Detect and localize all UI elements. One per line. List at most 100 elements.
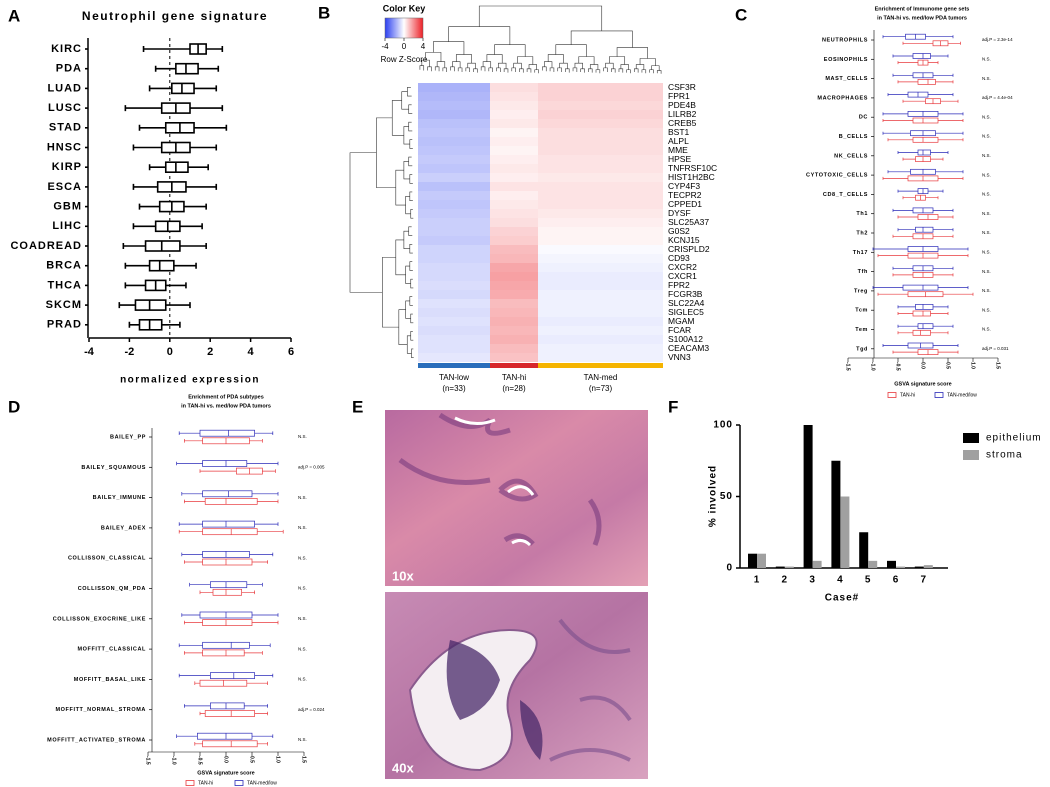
category-label: Treg: [854, 288, 868, 294]
heatmap-cell: [418, 209, 490, 218]
whisker-high: [933, 208, 954, 212]
chart-title: Neutrophil gene signature: [82, 9, 268, 23]
whisker-low: [132, 223, 156, 230]
box: [204, 710, 255, 717]
whisker-low: [128, 321, 140, 328]
x-tick-label: 6: [893, 575, 900, 586]
heatmap-cell: [490, 353, 538, 362]
heatmap-cell: [418, 191, 490, 200]
panel-label: F: [668, 397, 678, 416]
whisker-low: [124, 262, 150, 269]
whisker-low: [184, 620, 203, 625]
whisker-low: [138, 124, 166, 131]
heatmap-cell: [490, 227, 538, 236]
heatmap-cell: [418, 344, 490, 353]
box: [912, 136, 939, 143]
row-label: MGAM: [668, 316, 694, 326]
whisker-low: [897, 151, 918, 154]
whisker-high: [928, 61, 939, 65]
whisker-low: [132, 144, 162, 151]
row-label: LILRB2: [668, 109, 697, 119]
heatmap-cell: [418, 335, 490, 344]
bar: [896, 566, 905, 568]
whisker-high: [241, 590, 255, 595]
category-label: STAD: [49, 122, 82, 134]
box: [202, 558, 253, 566]
heatmap-cell: [418, 254, 490, 263]
whisker-high: [249, 439, 263, 443]
box: [202, 460, 248, 467]
colorbar-tick-label: 0: [402, 42, 407, 51]
row-label: SIGLEC5: [668, 307, 704, 317]
category-label: COLLISSON_EXOCRINE_LIKE: [53, 616, 146, 622]
category-label: CYTOTOXIC_CELLS: [806, 173, 868, 179]
whisker-low: [194, 681, 200, 685]
row-label: PDE4B: [668, 100, 696, 110]
whisker-low: [199, 469, 237, 473]
heatmap-cell: [418, 137, 490, 146]
x-tick-label: 4: [248, 346, 255, 358]
heatmap-cell: [490, 101, 538, 110]
x-tick-label: -1.0: [870, 362, 876, 371]
annotation: adj.P = 0.005: [298, 464, 325, 469]
whisker-high: [252, 734, 274, 738]
box: [202, 649, 245, 657]
annotation: N.S.: [298, 646, 307, 651]
bar: [923, 565, 933, 568]
box: [917, 323, 934, 330]
box: [204, 498, 258, 505]
heatmap-cell: [538, 290, 663, 299]
row-label: SLC25A37: [668, 217, 709, 227]
category-label: LUSC: [48, 102, 82, 114]
whisker-low: [897, 215, 918, 219]
whisker-high: [938, 215, 954, 219]
row-label: FPR2: [668, 280, 690, 290]
annotation: N.S.: [298, 737, 307, 742]
category-label: Tfh: [858, 269, 868, 275]
bar: [868, 560, 878, 568]
panel-label: C: [735, 5, 747, 24]
heatmap-cell: [490, 335, 538, 344]
whisker-high: [935, 80, 954, 84]
row-label: HPSE: [668, 154, 691, 164]
whisker-low: [897, 305, 916, 309]
x-tick-label: 7: [921, 575, 928, 586]
whisker-high: [246, 681, 268, 685]
category-label: NK_CELLS: [834, 153, 868, 159]
colorbar: [384, 17, 424, 39]
annotation: adj.P = 0.024: [298, 707, 325, 712]
heatmap-cell: [538, 155, 663, 164]
whisker-low: [181, 613, 200, 617]
row-label: S100A12: [668, 334, 703, 344]
whisker-low: [142, 46, 190, 52]
whisker-low: [138, 203, 160, 210]
whisker-low: [892, 54, 913, 58]
heatmap-cell: [538, 272, 663, 281]
category-label: Tem: [855, 327, 868, 333]
category-label: MOFFITT_NORMAL_STROMA: [55, 707, 146, 713]
whisker-low: [902, 41, 933, 45]
whisker-low: [178, 673, 211, 678]
heatmap-cell: [538, 119, 663, 128]
annotation: N.S.: [982, 114, 991, 119]
row-label: VNN3: [668, 352, 691, 362]
whisker-low: [178, 522, 203, 526]
whisker-high: [187, 164, 209, 171]
legend-swatch: [963, 450, 979, 460]
box: [202, 490, 253, 498]
box: [917, 149, 931, 156]
image-10x: [385, 410, 648, 586]
heatmap-cell: [490, 236, 538, 245]
category-label: NEUTROPHILS: [822, 37, 868, 43]
whisker-high: [938, 119, 964, 122]
row-label: CXCR1: [668, 271, 697, 281]
x-tick-label: -4: [84, 346, 95, 358]
whisker-high: [194, 85, 218, 92]
y-tick-label: 100: [713, 420, 733, 431]
x-tick-label: -1.5: [145, 756, 151, 765]
heatmap-cell: [418, 164, 490, 173]
row-label: KCNJ15: [668, 235, 700, 245]
whisker-high: [161, 321, 181, 328]
heatmap-cell: [538, 173, 663, 182]
box: [212, 588, 242, 596]
